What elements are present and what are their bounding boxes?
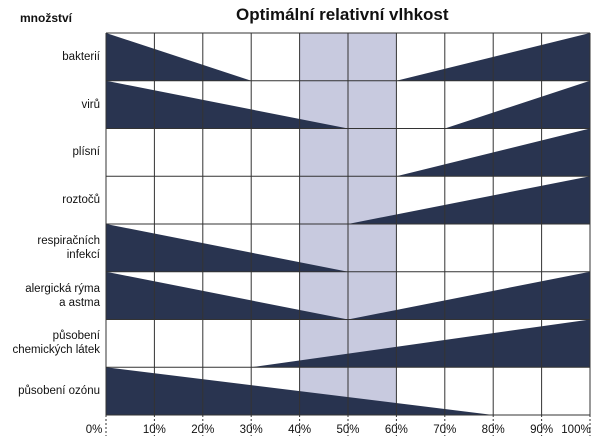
row-label: působení chemických látek — [12, 330, 100, 357]
tick-label: 100% — [561, 424, 591, 436]
triangle-6-right — [348, 271, 590, 320]
row-label: bakterií — [62, 50, 100, 63]
triangle-5-left — [106, 224, 348, 272]
row-label: virů — [81, 98, 100, 111]
row-label: plísní — [72, 146, 101, 159]
tick-label: 80% — [481, 424, 505, 436]
tick-label: 0% — [85, 424, 103, 436]
tick-label: 50% — [336, 424, 360, 436]
triangle-6-left — [106, 271, 348, 320]
tick-label: 40% — [288, 424, 312, 436]
row-label: respiračních infekcí — [37, 234, 100, 261]
triangle-2-right — [444, 80, 590, 129]
tick-label: 20% — [191, 424, 215, 436]
tick-label: 10% — [142, 424, 166, 436]
triangle-2-left — [106, 80, 348, 129]
y-axis-label: množství — [20, 11, 73, 25]
tick-label: 90% — [530, 424, 554, 436]
tick-label: 30% — [239, 424, 263, 436]
triangle-7-right — [251, 319, 590, 368]
triangle-4-right — [348, 176, 590, 224]
triangle-1-left — [106, 33, 252, 81]
tick-label: 70% — [433, 424, 457, 436]
tick-label: 60% — [384, 424, 408, 436]
chart-title: Optimální relativní vlhkost — [236, 5, 449, 24]
row-label: roztočů — [62, 194, 100, 207]
row-label: alergická rýma a astma — [25, 282, 100, 309]
row-label: působení ozónu — [18, 385, 100, 398]
